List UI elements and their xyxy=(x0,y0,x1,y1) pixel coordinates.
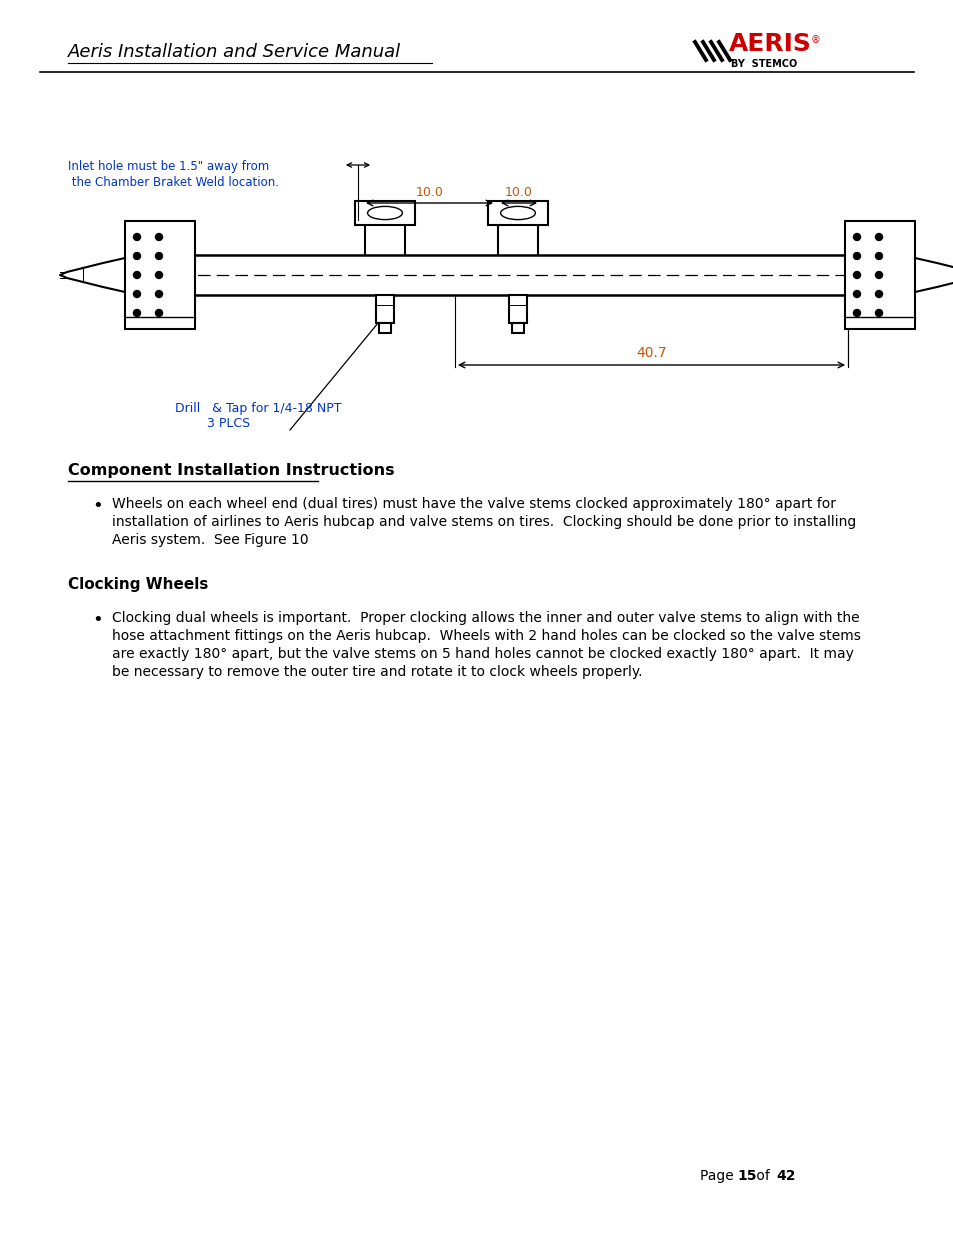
Text: are exactly 180° apart, but the valve stems on 5 hand holes cannot be clocked ex: are exactly 180° apart, but the valve st… xyxy=(112,647,853,661)
Text: •: • xyxy=(91,611,103,629)
Circle shape xyxy=(853,290,860,298)
Text: installation of airlines to Aeris hubcap and valve stems on tires.  Clocking sho: installation of airlines to Aeris hubcap… xyxy=(112,515,856,529)
Ellipse shape xyxy=(367,206,402,220)
Circle shape xyxy=(853,252,860,259)
Bar xyxy=(378,324,391,333)
Circle shape xyxy=(133,233,140,241)
Bar xyxy=(844,221,914,329)
Text: Wheels on each wheel end (dual tires) must have the valve stems clocked approxim: Wheels on each wheel end (dual tires) mu… xyxy=(112,496,835,511)
Text: Drill   & Tap for 1/4-18 NPT: Drill & Tap for 1/4-18 NPT xyxy=(174,403,341,415)
Text: 3 PLCS: 3 PLCS xyxy=(207,417,250,430)
Bar xyxy=(509,295,526,324)
Circle shape xyxy=(133,310,140,316)
Circle shape xyxy=(155,233,162,241)
Text: BY  STEMCO: BY STEMCO xyxy=(730,59,797,69)
Circle shape xyxy=(853,233,860,241)
Text: of: of xyxy=(751,1170,774,1183)
Text: Inlet hole must be 1.5" away from: Inlet hole must be 1.5" away from xyxy=(68,161,269,173)
Circle shape xyxy=(133,272,140,279)
Text: Component Installation Instructions: Component Installation Instructions xyxy=(68,463,395,478)
Text: hose attachment fittings on the Aeris hubcap.  Wheels with 2 hand holes can be c: hose attachment fittings on the Aeris hu… xyxy=(112,629,860,643)
Text: be necessary to remove the outer tire and rotate it to clock wheels properly.: be necessary to remove the outer tire an… xyxy=(112,664,641,679)
Text: AERIS: AERIS xyxy=(728,32,811,56)
Circle shape xyxy=(133,252,140,259)
Text: 15: 15 xyxy=(737,1170,756,1183)
Text: 10.0: 10.0 xyxy=(504,186,533,199)
Text: Clocking Wheels: Clocking Wheels xyxy=(68,577,208,592)
Circle shape xyxy=(853,310,860,316)
Circle shape xyxy=(875,272,882,279)
Bar xyxy=(488,201,547,225)
Text: Aeris Installation and Service Manual: Aeris Installation and Service Manual xyxy=(68,43,400,61)
Circle shape xyxy=(853,272,860,279)
Circle shape xyxy=(155,310,162,316)
Bar xyxy=(375,295,394,324)
Text: 40.7: 40.7 xyxy=(636,346,666,359)
Text: Aeris system.  See Figure 10: Aeris system. See Figure 10 xyxy=(112,534,309,547)
Bar xyxy=(355,201,415,225)
Text: ®: ® xyxy=(810,35,820,44)
Circle shape xyxy=(875,310,882,316)
Text: Page: Page xyxy=(700,1170,738,1183)
Circle shape xyxy=(875,233,882,241)
Circle shape xyxy=(875,290,882,298)
Bar xyxy=(512,324,523,333)
Text: 10.0: 10.0 xyxy=(416,186,443,199)
Circle shape xyxy=(875,252,882,259)
Circle shape xyxy=(155,272,162,279)
Circle shape xyxy=(155,290,162,298)
Bar xyxy=(125,221,194,329)
Text: the Chamber Braket Weld location.: the Chamber Braket Weld location. xyxy=(68,177,278,189)
Text: Clocking dual wheels is important.  Proper clocking allows the inner and outer v: Clocking dual wheels is important. Prope… xyxy=(112,611,859,625)
Text: •: • xyxy=(91,496,103,515)
Ellipse shape xyxy=(500,206,535,220)
Circle shape xyxy=(155,252,162,259)
Text: 42: 42 xyxy=(775,1170,795,1183)
Circle shape xyxy=(133,290,140,298)
